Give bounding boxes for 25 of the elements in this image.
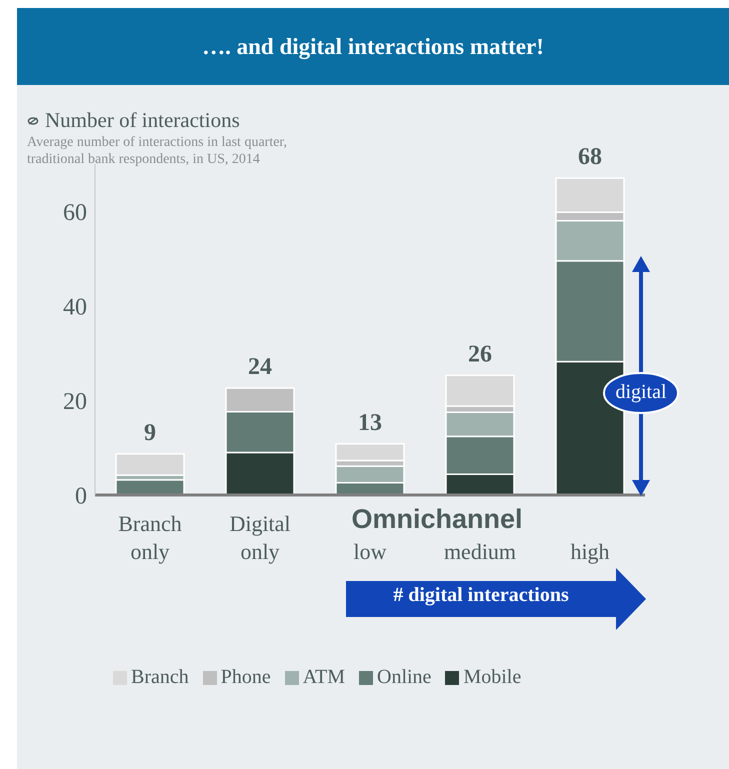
chart-title: …. and digital interactions matter! [17, 8, 729, 85]
y-tick-label: 20 [63, 388, 87, 415]
total-label: 26 [468, 341, 492, 368]
x-tick-label: Digital only [229, 511, 291, 564]
y-tick-label: 40 [63, 294, 87, 320]
y-tick-label: 0 [75, 484, 87, 510]
legend-label: ATM [302, 666, 345, 689]
chart-subtitle: Average number of interactions in last quarter, traditional bank respondents, in US, 2014 [27, 134, 288, 168]
total-label: 24 [248, 354, 272, 380]
legend-label: Mobile [463, 666, 522, 689]
total-label: 9 [144, 420, 156, 446]
legend-label: Online [377, 666, 432, 689]
x-tick-label: medium [444, 539, 516, 564]
x-tick-label: low [354, 539, 387, 564]
total-label: 68 [578, 144, 602, 170]
total-label: 13 [358, 410, 382, 436]
text: Omnichannel [350, 504, 524, 535]
legend-label: Phone [220, 666, 271, 689]
annotation: digital [614, 381, 668, 404]
y-axis-title: Number of interactions [45, 108, 240, 133]
text: # digital interactions [392, 584, 570, 607]
y-tick-label: 60 [63, 200, 87, 226]
x-tick-label: high [570, 539, 610, 564]
legend-label: Branch [131, 666, 189, 689]
x-tick-label: Branch only [118, 511, 182, 564]
